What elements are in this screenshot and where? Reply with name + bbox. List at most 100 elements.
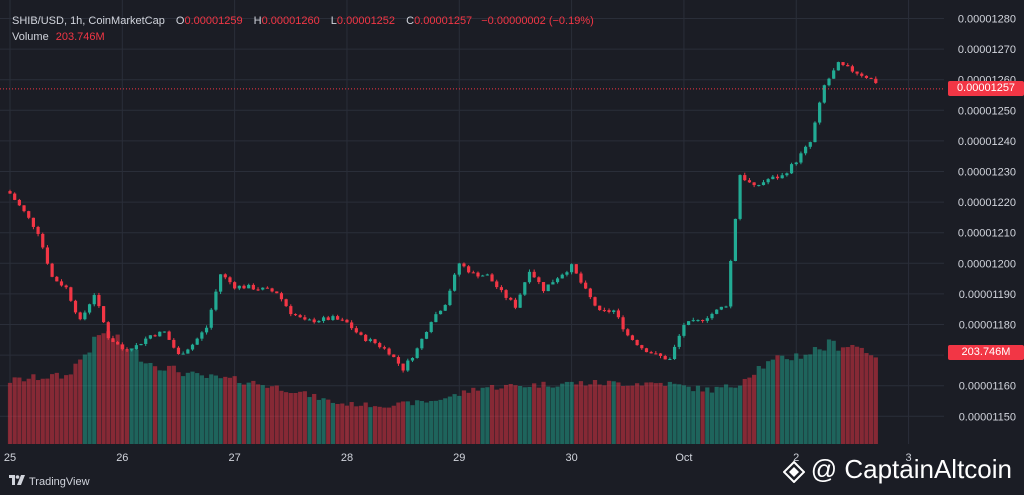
- volume-bar: [330, 402, 336, 444]
- candle-body: [97, 295, 101, 307]
- volume-bar: [550, 387, 555, 444]
- volume-bar: [836, 350, 841, 444]
- candle-body: [696, 320, 700, 322]
- candle-body: [368, 339, 372, 341]
- candle-body: [364, 334, 368, 341]
- open-label: O: [175, 15, 185, 27]
- volume-bar: [653, 383, 658, 444]
- candle-body: [22, 205, 26, 212]
- candle-body: [719, 306, 723, 310]
- volume-bar: [864, 353, 869, 444]
- volume-bar: [770, 359, 775, 444]
- candle-body: [570, 264, 574, 273]
- candle-body: [279, 293, 284, 300]
- diamond-logo-icon: [782, 459, 806, 483]
- volume-bar: [649, 382, 654, 444]
- candle-body: [747, 180, 752, 183]
- candle-body: [485, 274, 489, 276]
- candle-body: [757, 185, 761, 187]
- volume-bar: [401, 401, 406, 444]
- volume-bar: [171, 365, 176, 444]
- candle-body: [116, 341, 120, 345]
- candle-body: [78, 312, 82, 320]
- volume-bar: [560, 383, 565, 444]
- candles: [8, 61, 878, 373]
- volume-bar: [96, 335, 102, 444]
- candle-body: [710, 313, 714, 319]
- candle-body: [200, 332, 204, 339]
- candle-body: [125, 349, 129, 351]
- volume-bar: [752, 374, 757, 444]
- x-tick-label: 2: [793, 452, 799, 464]
- candle-body: [579, 273, 583, 283]
- candle-body: [275, 291, 279, 294]
- candle-body: [251, 284, 255, 290]
- volume-bar: [106, 331, 111, 444]
- candle-body: [378, 343, 382, 348]
- x-tick-label: Oct: [675, 452, 692, 464]
- candle-body: [804, 146, 808, 154]
- candle-body: [298, 315, 302, 318]
- volume-bar: [536, 387, 541, 444]
- volume-bar: [218, 378, 223, 444]
- candle-body: [204, 327, 209, 333]
- candle-body: [326, 317, 330, 320]
- volume-bar: [635, 383, 640, 444]
- candle-body: [523, 282, 527, 295]
- volume-bar: [185, 372, 190, 444]
- candle-body: [574, 264, 578, 274]
- volume-bar: [260, 385, 265, 444]
- volume-bar: [508, 384, 513, 444]
- close-label: C: [406, 15, 415, 27]
- volume-bar: [237, 383, 242, 444]
- volume-bar: [780, 355, 785, 444]
- candle-body: [598, 305, 602, 311]
- candle-body: [471, 272, 475, 274]
- volume-bar: [485, 387, 490, 444]
- volume-bar: [873, 357, 878, 444]
- candle-body: [181, 353, 185, 355]
- volume-bar: [344, 405, 350, 444]
- high-label: H: [253, 15, 262, 27]
- volume-bar: [494, 389, 499, 444]
- volume-bar: [555, 386, 560, 444]
- volume-bar: [578, 381, 584, 444]
- volume-bar: [798, 358, 804, 444]
- volume-bar: [803, 354, 808, 444]
- symbol-label[interactable]: SHIB/USD, 1h, CoinMarketCap: [12, 15, 165, 27]
- volume-bar: [564, 381, 570, 444]
- y-tick-label: 0.00001250: [958, 105, 1016, 117]
- volume-bar: [377, 406, 382, 444]
- candle-body: [588, 288, 592, 298]
- candle-body: [555, 278, 560, 283]
- candle-body: [92, 295, 96, 305]
- x-tick-label: 3: [905, 452, 911, 464]
- volume-bar: [583, 385, 588, 444]
- candle-body: [387, 348, 391, 355]
- volume-bar: [625, 385, 630, 444]
- volume-bar: [667, 381, 672, 444]
- volume-bar: [213, 375, 219, 444]
- x-tick-label: 25: [4, 452, 16, 464]
- candle-body: [733, 218, 737, 261]
- volume-bar: [293, 392, 298, 444]
- volume-bar: [658, 382, 663, 444]
- y-tick-label: 0.00001280: [958, 14, 1016, 26]
- tradingview-brand[interactable]: TradingView: [9, 475, 90, 488]
- volume-bar: [54, 372, 59, 444]
- candle-body: [219, 274, 223, 292]
- candle-body: [354, 328, 358, 333]
- candle-body: [209, 309, 213, 328]
- volume-bar: [152, 366, 158, 444]
- volume-label[interactable]: Volume: [12, 31, 49, 43]
- volume-bar: [148, 362, 153, 444]
- x-tick-label: 28: [341, 452, 353, 464]
- volume-bar: [68, 374, 73, 444]
- volume-bar: [321, 398, 326, 444]
- candle-body: [153, 335, 157, 337]
- volume-bar: [396, 402, 401, 444]
- volume-bar: [246, 382, 251, 444]
- last-price-tag: 0.00001257: [948, 81, 1024, 97]
- candle-body: [808, 142, 812, 147]
